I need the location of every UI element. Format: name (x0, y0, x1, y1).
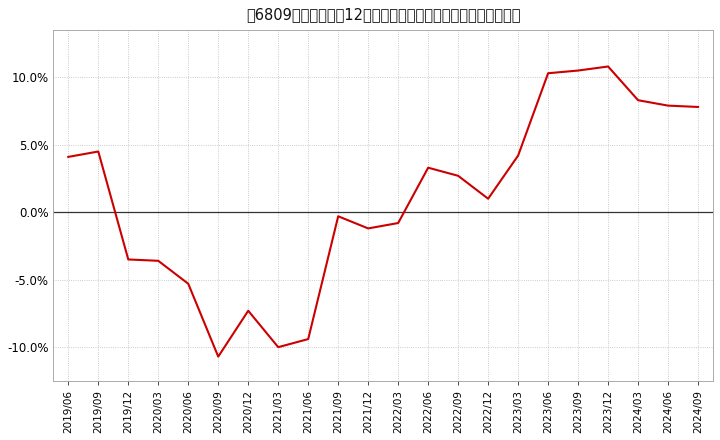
Title: ［6809］　売上高の12か月移動合計の対前年同期増減率の推移: ［6809］ 売上高の12か月移動合計の対前年同期増減率の推移 (246, 7, 521, 22)
